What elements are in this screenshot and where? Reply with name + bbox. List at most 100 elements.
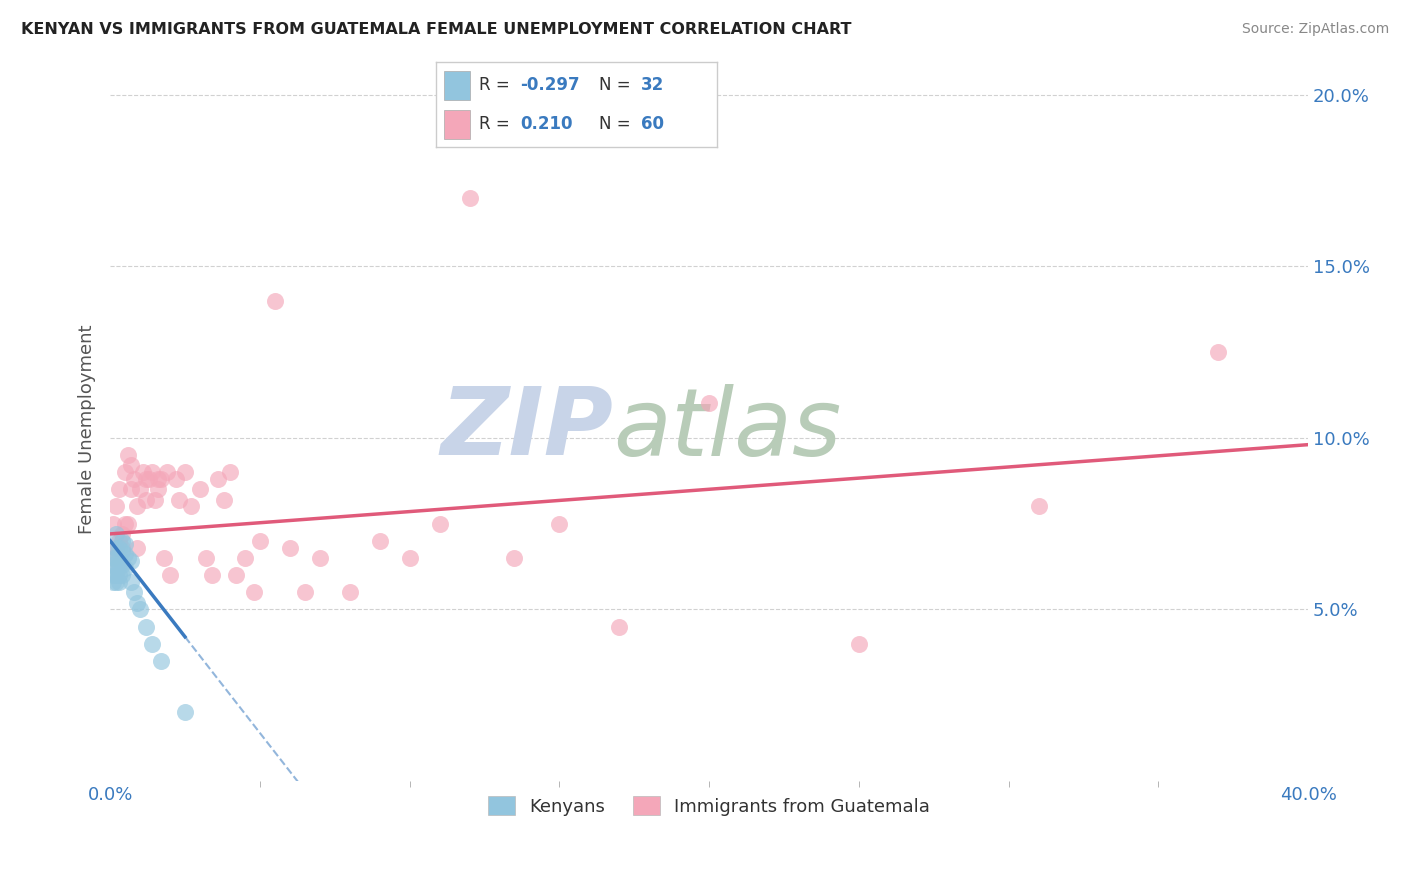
Point [105, 527, 128, 541]
Point [308, 550, 330, 565]
Point [108, 541, 131, 555]
Point [122, 472, 145, 486]
Text: Source: ZipAtlas.com: Source: ZipAtlas.com [1241, 22, 1389, 37]
Point [156, 465, 179, 479]
Point [150, 472, 173, 486]
Point [111, 544, 134, 558]
Point [138, 472, 160, 486]
Point [117, 448, 139, 462]
Point [120, 554, 142, 568]
Point [174, 706, 197, 720]
Point [294, 585, 316, 599]
Text: R =: R = [479, 77, 516, 95]
Point [111, 568, 134, 582]
Point [127, 500, 149, 514]
Point [165, 472, 187, 486]
Point [108, 568, 131, 582]
Point [135, 492, 157, 507]
Point [146, 472, 169, 486]
Point [263, 293, 285, 308]
Point [111, 527, 134, 541]
Point [339, 585, 361, 599]
FancyBboxPatch shape [444, 110, 470, 139]
Point [153, 550, 176, 565]
Point [129, 602, 152, 616]
Point [278, 541, 301, 555]
Point [120, 483, 142, 497]
Point [105, 561, 128, 575]
Point [607, 619, 630, 633]
Point [201, 568, 224, 582]
Y-axis label: Female Unemployment: Female Unemployment [79, 325, 96, 534]
Point [697, 396, 720, 410]
Point [129, 483, 152, 497]
Point [111, 558, 134, 572]
Point [127, 541, 149, 555]
Point [141, 637, 163, 651]
Text: -0.297: -0.297 [520, 77, 579, 95]
Point [120, 458, 142, 473]
Point [503, 550, 526, 565]
Point [108, 550, 131, 565]
Point [458, 190, 481, 204]
Point [105, 568, 128, 582]
Point [105, 550, 128, 565]
Point [212, 492, 235, 507]
Point [114, 537, 136, 551]
Point [398, 550, 420, 565]
Point [243, 585, 266, 599]
Point [368, 533, 391, 548]
Point [219, 465, 242, 479]
Point [105, 541, 128, 555]
Point [143, 492, 166, 507]
Point [249, 533, 271, 548]
Point [101, 550, 124, 565]
Point [1028, 500, 1050, 514]
Point [180, 500, 202, 514]
Text: R =: R = [479, 115, 520, 133]
Point [135, 472, 157, 486]
Point [159, 568, 181, 582]
Point [105, 500, 128, 514]
Point [548, 516, 571, 531]
Text: atlas: atlas [613, 384, 842, 475]
Point [195, 550, 218, 565]
Point [150, 654, 173, 668]
Legend: Kenyans, Immigrants from Guatemala: Kenyans, Immigrants from Guatemala [479, 788, 939, 825]
Text: 60: 60 [641, 115, 664, 133]
Point [174, 465, 197, 479]
Point [111, 541, 134, 555]
Point [135, 619, 157, 633]
Point [114, 548, 136, 562]
Point [108, 558, 131, 572]
Point [101, 568, 124, 582]
Point [101, 516, 124, 531]
Point [146, 483, 169, 497]
Point [114, 561, 136, 575]
Text: KENYAN VS IMMIGRANTS FROM GUATEMALA FEMALE UNEMPLOYMENT CORRELATION CHART: KENYAN VS IMMIGRANTS FROM GUATEMALA FEMA… [21, 22, 852, 37]
Point [114, 516, 136, 531]
Point [111, 533, 134, 548]
Point [167, 492, 190, 507]
Text: 0.210: 0.210 [520, 115, 572, 133]
Point [848, 637, 870, 651]
Text: N =: N = [599, 77, 636, 95]
Point [105, 574, 128, 589]
Point [108, 574, 131, 589]
Point [108, 533, 131, 548]
Point [1206, 345, 1229, 359]
Point [117, 516, 139, 531]
FancyBboxPatch shape [444, 71, 470, 100]
Point [117, 550, 139, 565]
Text: ZIP: ZIP [440, 384, 613, 475]
Point [122, 585, 145, 599]
Point [114, 465, 136, 479]
Point [108, 483, 131, 497]
Point [132, 465, 155, 479]
Point [225, 568, 247, 582]
Point [429, 516, 451, 531]
Point [101, 558, 124, 572]
Point [127, 595, 149, 609]
Point [120, 574, 142, 589]
Text: 32: 32 [641, 77, 665, 95]
